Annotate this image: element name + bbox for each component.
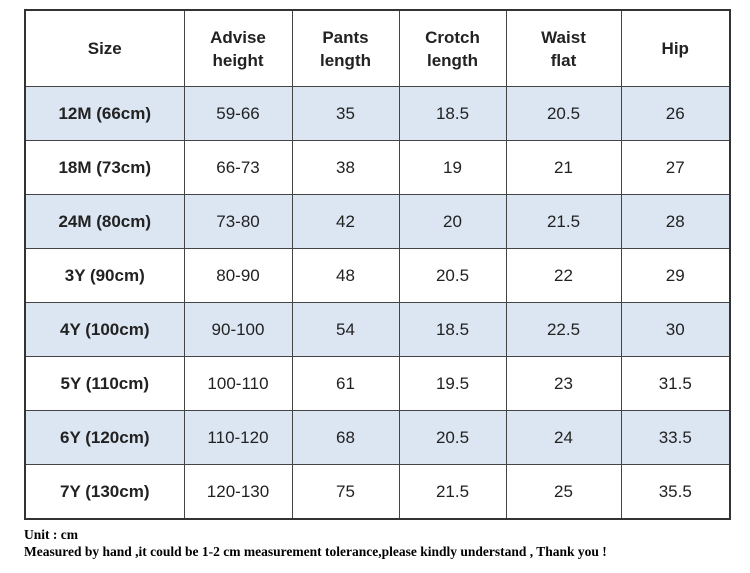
size-cell: 24M (80cm) bbox=[24, 194, 185, 249]
value-cell: 59-66 bbox=[183, 86, 293, 141]
table-row: 7Y (130cm) 120-130 75 21.5 25 35.5 bbox=[24, 464, 731, 520]
value-cell: 100-110 bbox=[183, 356, 293, 411]
size-cell: 6Y (120cm) bbox=[24, 410, 185, 465]
table-row: 6Y (120cm) 110-120 68 20.5 24 33.5 bbox=[24, 410, 731, 465]
size-cell: 7Y (130cm) bbox=[24, 464, 185, 520]
header-cell: Advise height bbox=[183, 9, 293, 87]
header-text: Hip bbox=[661, 39, 689, 58]
value-cell: 20.5 bbox=[505, 86, 622, 141]
value-cell: 28 bbox=[620, 194, 731, 249]
value-cell: 80-90 bbox=[183, 248, 293, 303]
table-row: 24M (80cm) 73-80 42 20 21.5 28 bbox=[24, 194, 731, 249]
value-cell: 35 bbox=[291, 86, 400, 141]
value-cell: 22.5 bbox=[505, 302, 622, 357]
header-text: Crotch bbox=[425, 27, 480, 47]
header-text: Waist bbox=[541, 27, 586, 47]
header-text: Size bbox=[87, 39, 122, 58]
value-cell: 21.5 bbox=[505, 194, 622, 249]
value-cell: 27 bbox=[620, 140, 731, 195]
size-table: Size Advise height Pants length Crotch length W… bbox=[24, 9, 731, 520]
table-row: 18M (73cm) 66-73 38 19 21 27 bbox=[24, 140, 731, 195]
size-cell: 12M (66cm) bbox=[24, 86, 185, 141]
value-cell: 18.5 bbox=[398, 86, 507, 141]
value-cell: 25 bbox=[505, 464, 622, 520]
header-text: Advise bbox=[210, 27, 266, 47]
header-cell: Crotch length bbox=[398, 9, 507, 87]
table-row: 4Y (100cm) 90-100 54 18.5 22.5 30 bbox=[24, 302, 731, 357]
value-cell: 61 bbox=[291, 356, 400, 411]
header-text: flat bbox=[550, 50, 577, 70]
header-cell: Waist flat bbox=[505, 9, 622, 87]
value-cell: 21.5 bbox=[398, 464, 507, 520]
value-cell: 24 bbox=[505, 410, 622, 465]
header-row: Size Advise height Pants length Crotch length W… bbox=[24, 9, 731, 87]
header-text: Pants bbox=[322, 27, 369, 47]
header-text: length bbox=[427, 50, 478, 70]
size-cell: 5Y (110cm) bbox=[24, 356, 185, 411]
header-text: length bbox=[320, 50, 371, 70]
size-cell: 3Y (90cm) bbox=[24, 248, 185, 303]
value-cell: 73-80 bbox=[183, 194, 293, 249]
value-cell: 22 bbox=[505, 248, 622, 303]
value-cell: 66-73 bbox=[183, 140, 293, 195]
value-cell: 20.5 bbox=[398, 248, 507, 303]
value-cell: 26 bbox=[620, 86, 731, 141]
value-cell: 30 bbox=[620, 302, 731, 357]
table-body: 12M (66cm) 59-66 35 18.5 20.5 26 18M (73cm) 66-… bbox=[24, 86, 731, 520]
value-cell: 38 bbox=[291, 140, 400, 195]
value-cell: 20 bbox=[398, 194, 507, 249]
value-cell: 120-130 bbox=[183, 464, 293, 520]
value-cell: 19 bbox=[398, 140, 507, 195]
value-cell: 68 bbox=[291, 410, 400, 465]
value-cell: 20.5 bbox=[398, 410, 507, 465]
value-cell: 75 bbox=[291, 464, 400, 520]
value-cell: 42 bbox=[291, 194, 400, 249]
note-text: Measured by hand ,it could be 1-2 cm mea… bbox=[24, 544, 607, 559]
notes: Unit : cm Measured by hand ,it could be 1… bbox=[24, 526, 607, 560]
table-row: 12M (66cm) 59-66 35 18.5 20.5 26 bbox=[24, 86, 731, 141]
value-cell: 35.5 bbox=[620, 464, 731, 520]
value-cell: 48 bbox=[291, 248, 400, 303]
value-cell: 31.5 bbox=[620, 356, 731, 411]
value-cell: 54 bbox=[291, 302, 400, 357]
header-cell: Size bbox=[24, 9, 185, 87]
header-cell: Pants length bbox=[291, 9, 400, 87]
header-cell: Hip bbox=[620, 9, 731, 87]
value-cell: 29 bbox=[620, 248, 731, 303]
value-cell: 33.5 bbox=[620, 410, 731, 465]
value-cell: 110-120 bbox=[183, 410, 293, 465]
value-cell: 21 bbox=[505, 140, 622, 195]
value-cell: 23 bbox=[505, 356, 622, 411]
size-cell: 4Y (100cm) bbox=[24, 302, 185, 357]
table-row: 5Y (110cm) 100-110 61 19.5 23 31.5 bbox=[24, 356, 731, 411]
table-row: 3Y (90cm) 80-90 48 20.5 22 29 bbox=[24, 248, 731, 303]
size-cell: 18M (73cm) bbox=[24, 140, 185, 195]
value-cell: 19.5 bbox=[398, 356, 507, 411]
value-cell: 90-100 bbox=[183, 302, 293, 357]
value-cell: 18.5 bbox=[398, 302, 507, 357]
header-text: height bbox=[212, 50, 264, 70]
note-text: Unit : cm bbox=[24, 527, 78, 542]
